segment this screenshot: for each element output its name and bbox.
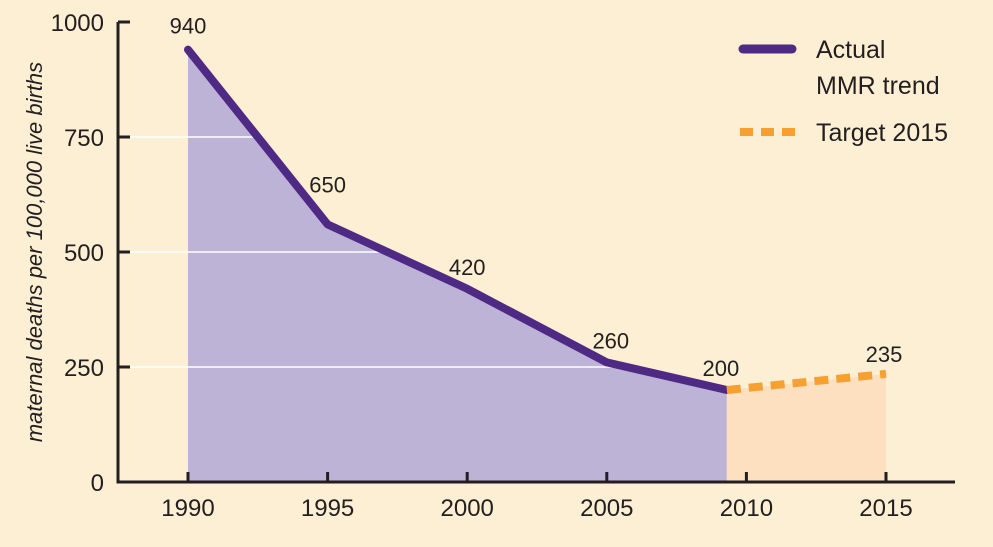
y-tick-label: 750	[64, 125, 104, 152]
data-label: 940	[170, 14, 207, 39]
y-axis-label: maternal deaths per 100,000 live births	[22, 62, 47, 442]
area-fill-0	[188, 49, 727, 482]
series-line-1	[726, 369, 887, 394]
data-label: 260	[592, 328, 629, 353]
legend-label-actual: Actual	[816, 36, 885, 64]
y-tick-label: 250	[64, 355, 104, 382]
series-line-0	[184, 45, 731, 394]
x-tick-label: 1995	[301, 495, 354, 522]
y-tick-label: 0	[91, 470, 104, 497]
legend-label-target: Target 2015	[816, 119, 948, 147]
area-fill-1	[726, 373, 886, 482]
data-label: 420	[449, 255, 486, 280]
legend-label-actual: MMR trend	[816, 72, 940, 100]
y-tick-label: 1000	[51, 10, 104, 37]
data-label: 235	[866, 342, 903, 367]
data-label: 650	[309, 172, 346, 197]
legend: Actual MMR trend Target 2015	[738, 36, 948, 147]
x-tick-label: 1990	[161, 495, 214, 522]
x-tick-label: 2015	[859, 495, 912, 522]
x-tick-label: 2010	[720, 495, 773, 522]
x-tick-label: 2000	[441, 495, 494, 522]
y-tick-label: 500	[64, 240, 104, 267]
x-tick-label: 2005	[580, 495, 633, 522]
data-label: 200	[702, 356, 739, 381]
